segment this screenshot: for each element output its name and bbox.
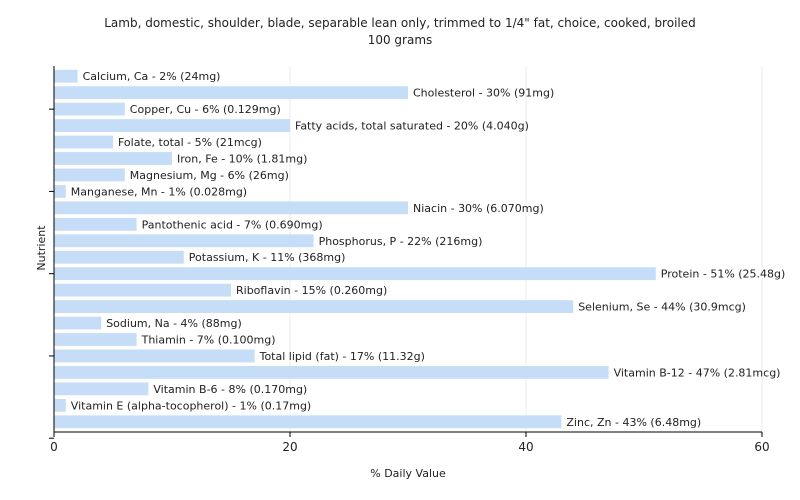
bar-label: Folate, total - 5% (21mcg) [118, 136, 262, 149]
bar [54, 102, 125, 116]
bar-label: Phosphorus, P - 22% (216mg) [319, 235, 483, 248]
bar [54, 283, 231, 297]
bar [54, 217, 137, 231]
bar-label: Copper, Cu - 6% (0.129mg) [130, 103, 281, 116]
bar [54, 415, 562, 429]
bar-label: Vitamin B-12 - 47% (2.81mcg) [614, 366, 781, 379]
bar [54, 250, 184, 264]
bar-label: Cholesterol - 30% (91mg) [413, 87, 554, 100]
x-tick-label: 20 [282, 440, 297, 454]
bar-label: Niacin - 30% (6.070mg) [413, 202, 544, 215]
bar [54, 267, 656, 281]
bar-label: Calcium, Ca - 2% (24mg) [83, 70, 221, 83]
bar [54, 382, 149, 396]
x-tick-label: 0 [50, 440, 58, 454]
bar [54, 398, 66, 412]
chart-title: Lamb, domestic, shoulder, blade, separab… [104, 16, 696, 30]
bar [54, 349, 255, 363]
bar [54, 168, 125, 182]
axis-ticks: 0 20 40 60 [49, 108, 770, 454]
bar-label: Selenium, Se - 44% (30.9mcg) [578, 301, 746, 314]
bar [54, 184, 66, 198]
chart-subtitle: 100 grams [368, 33, 433, 47]
bar-label: Vitamin E (alpha-tocopherol) - 1% (0.17m… [71, 399, 311, 412]
bar-label: Iron, Fe - 10% (1.81mg) [177, 153, 307, 166]
bar-label: Potassium, K - 11% (368mg) [189, 251, 346, 264]
bar-label: Protein - 51% (25.48g) [661, 268, 786, 281]
bar-label: Pantothenic acid - 7% (0.690mg) [142, 218, 323, 231]
bar [54, 316, 102, 330]
y-axis-title: Nutrient [35, 225, 48, 271]
bar-label: Riboflavin - 15% (0.260mg) [236, 284, 387, 297]
bar-label: Manganese, Mn - 1% (0.028mg) [71, 185, 247, 198]
bar [54, 234, 314, 248]
bar [54, 119, 290, 132]
bar-label: Zinc, Zn - 43% (6.48mg) [566, 416, 701, 429]
bar-label: Magnesium, Mg - 6% (26mg) [130, 169, 289, 182]
bar [54, 69, 78, 83]
bar [54, 201, 408, 215]
bar [54, 300, 574, 313]
x-axis-title: % Daily Value [370, 467, 446, 480]
x-tick-label: 40 [518, 440, 533, 454]
bar [54, 135, 113, 149]
bar [54, 333, 137, 346]
bar-label: Sodium, Na - 4% (88mg) [106, 317, 242, 330]
bar-label: Fatty acids, total saturated - 20% (4.04… [295, 120, 529, 133]
bar-labels: Calcium, Ca - 2% (24mg) Cholesterol - 30%… [71, 70, 786, 429]
bar-label: Total lipid (fat) - 17% (11.32g) [259, 350, 425, 363]
bar-label: Vitamin B-6 - 8% (0.170mg) [153, 383, 307, 396]
bars [54, 69, 656, 429]
bar-label: Thiamin - 7% (0.100mg) [141, 334, 276, 347]
x-tick-label: 60 [754, 440, 769, 454]
bar [54, 365, 609, 379]
bar [54, 86, 408, 100]
bar [54, 152, 172, 165]
